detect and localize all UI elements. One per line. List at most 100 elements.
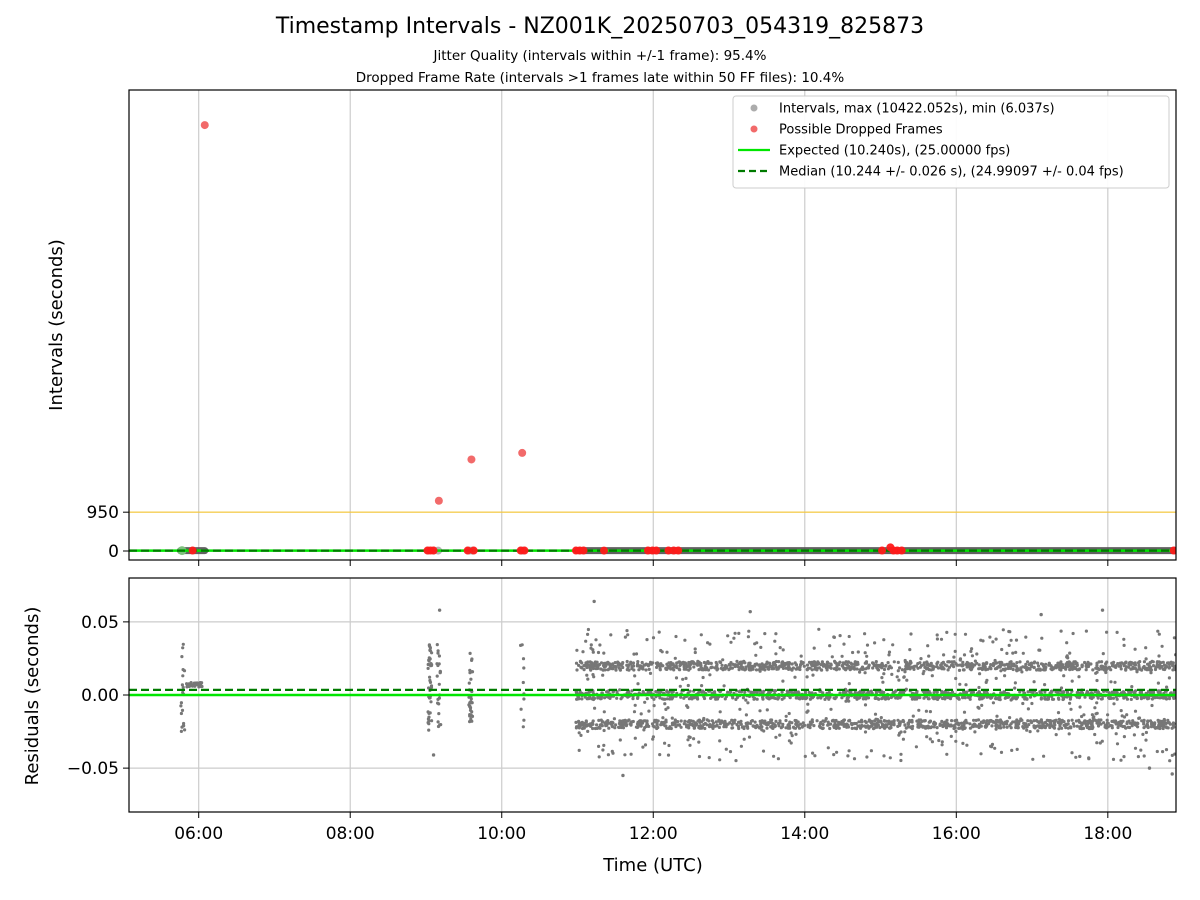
residual-point (702, 716, 706, 721)
residual-point (700, 720, 704, 724)
residual-point (1105, 660, 1109, 664)
residual-point (789, 741, 793, 745)
residual-point (603, 696, 607, 700)
residual-outlier (1100, 608, 1105, 612)
residual-point (846, 754, 850, 758)
residual-point (896, 660, 900, 665)
residual-point (663, 741, 667, 745)
residual-point (692, 726, 697, 730)
residual-point (638, 723, 642, 727)
residual-point (1024, 725, 1028, 729)
residual-point (1005, 725, 1009, 729)
residual-point (794, 696, 798, 700)
residual-point (786, 726, 791, 730)
residual-outlier (181, 724, 186, 728)
residual-point (577, 663, 581, 668)
residual-point (1058, 667, 1062, 672)
residual-point (1093, 706, 1097, 710)
residual-point (925, 735, 929, 739)
residual-point (1071, 722, 1075, 726)
residual-point (626, 665, 630, 669)
residual-point (1072, 724, 1076, 728)
residual-point (593, 706, 597, 710)
residual-point (589, 661, 593, 665)
residual-point (889, 720, 894, 724)
dropped-frame-point (518, 448, 527, 457)
y-tick-label: 0.00 (81, 686, 119, 706)
residual-point (688, 743, 692, 747)
residual-point (903, 723, 907, 727)
residual-point (1046, 695, 1051, 699)
residual-point (1095, 663, 1099, 668)
residual-point (892, 660, 896, 664)
residual-point (1078, 725, 1082, 729)
residual-point (1003, 668, 1007, 672)
residual-point (1032, 680, 1036, 684)
residual-point (867, 664, 871, 668)
residual-point (436, 651, 440, 655)
residual-point (740, 665, 744, 669)
residual-point (641, 745, 645, 749)
residual-point (1015, 661, 1019, 665)
residual-point (985, 661, 989, 666)
residual-point (745, 722, 749, 727)
residual-point (1011, 651, 1015, 655)
residual-point (880, 664, 884, 668)
residual-point (180, 683, 184, 687)
residual-point (665, 650, 669, 654)
residual-point (1104, 668, 1108, 672)
residual-point (953, 632, 957, 636)
residual-point (1025, 697, 1029, 701)
residual-point (719, 719, 724, 723)
residual-point (916, 725, 920, 729)
residual-point (994, 637, 998, 641)
legend: Intervals, max (10422.052s), min (6.037s… (732, 95, 1170, 189)
residual-point (978, 672, 982, 676)
residual-point (1167, 697, 1172, 701)
x-tick-label: 10:00 (477, 824, 526, 844)
residual-point (793, 726, 798, 730)
residual-point (200, 681, 204, 685)
residual-point (665, 667, 669, 671)
residual-point (815, 719, 819, 723)
residual-point (1114, 732, 1118, 736)
residual-point (922, 719, 927, 723)
residual-point (863, 632, 867, 636)
residual-point (1128, 725, 1132, 730)
residual-point (699, 664, 703, 668)
residual-point (768, 696, 772, 700)
residual-point (750, 719, 755, 723)
residual-point (977, 725, 981, 730)
residual-point (985, 724, 989, 728)
residual-point (926, 644, 930, 648)
residual-point (785, 661, 789, 665)
residual-point (596, 650, 601, 655)
residual-point (697, 740, 701, 744)
residual-point (958, 657, 963, 661)
residual-point (1085, 689, 1089, 693)
residual-point (1132, 733, 1136, 737)
residual-point (726, 690, 730, 694)
residual-point (880, 676, 884, 680)
residual-point (1170, 753, 1174, 758)
residual-point (648, 660, 653, 664)
residual-point (796, 666, 800, 670)
residual-point (591, 726, 595, 731)
residual-point (753, 720, 757, 724)
residual-point (1171, 663, 1175, 667)
residual-point (724, 664, 728, 668)
residual-point (611, 690, 615, 694)
residual-point (677, 723, 682, 727)
residual-point (429, 700, 433, 704)
residual-point (708, 673, 712, 677)
residual-point (1056, 720, 1060, 725)
residual-point (675, 661, 679, 665)
residual-point (584, 639, 588, 643)
residual-point (611, 751, 615, 755)
residual-point (728, 666, 733, 671)
residual-point (1029, 665, 1033, 669)
residual-point (1172, 696, 1176, 700)
residual-point (697, 668, 701, 672)
residual-point (785, 689, 789, 693)
residual-point (1093, 732, 1097, 737)
